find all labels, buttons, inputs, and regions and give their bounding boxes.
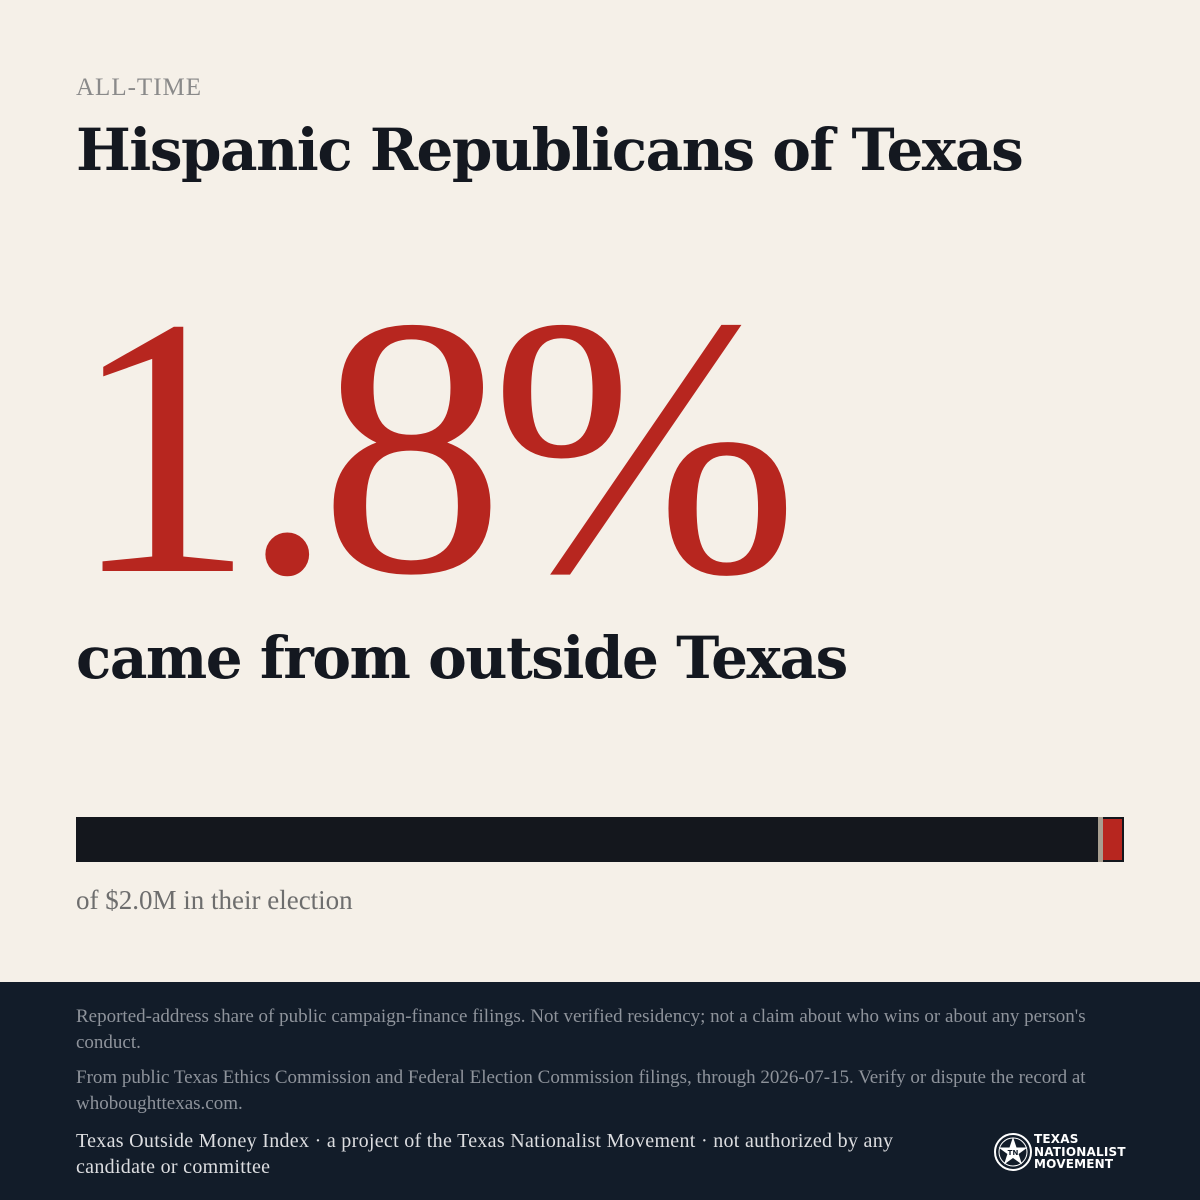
share-bar-outside-portion [1103, 819, 1122, 860]
footer: Reported-address share of public campaig… [0, 982, 1200, 1200]
footer-disclaimer: Reported-address share of public campaig… [76, 1006, 1086, 1053]
share-bar [76, 817, 1124, 862]
logo-line-2: NATIONALIST [1034, 1144, 1126, 1159]
eyebrow-label: ALL-TIME [76, 74, 203, 101]
share-bar-separator [1098, 817, 1103, 862]
headline-percentage: 1.8% [70, 242, 799, 652]
tnm-logo: TN TEXAS NATIONALIST MOVEMENT [993, 1132, 1133, 1174]
headline-subtext: came from outside Texas [76, 624, 848, 692]
star-seal-icon: TN [994, 1133, 1032, 1171]
bar-caption: of $2.0M in their election [76, 885, 353, 915]
footer-credit: Texas Outside Money Index · a project of… [76, 1130, 894, 1178]
page-title: Hispanic Republicans of Texas [76, 116, 1024, 184]
logo-line-1: TEXAS [1034, 1132, 1079, 1146]
logo-line-3: MOVEMENT [1034, 1157, 1114, 1171]
share-bar-inside-portion [76, 817, 1124, 862]
svg-text:TN: TN [1008, 1149, 1019, 1157]
footer-source: From public Texas Ethics Commission and … [76, 1067, 1086, 1114]
tnm-logo-wordmark: TEXAS NATIONALIST MOVEMENT [1034, 1133, 1126, 1171]
